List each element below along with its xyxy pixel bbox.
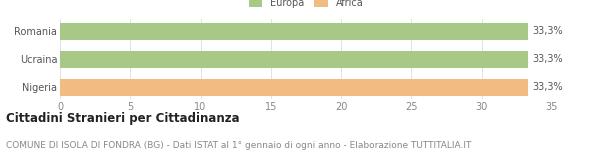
Bar <box>60 79 528 96</box>
Bar <box>60 51 528 68</box>
Text: COMUNE DI ISOLA DI FONDRA (BG) - Dati ISTAT al 1° gennaio di ogni anno - Elabora: COMUNE DI ISOLA DI FONDRA (BG) - Dati IS… <box>6 141 472 150</box>
Bar <box>60 23 528 40</box>
Text: 33,3%: 33,3% <box>532 82 563 92</box>
Text: 33,3%: 33,3% <box>532 26 563 36</box>
Text: Cittadini Stranieri per Cittadinanza: Cittadini Stranieri per Cittadinanza <box>6 112 239 125</box>
Legend: Europa, Africa: Europa, Africa <box>249 0 363 8</box>
Text: 33,3%: 33,3% <box>532 54 563 64</box>
